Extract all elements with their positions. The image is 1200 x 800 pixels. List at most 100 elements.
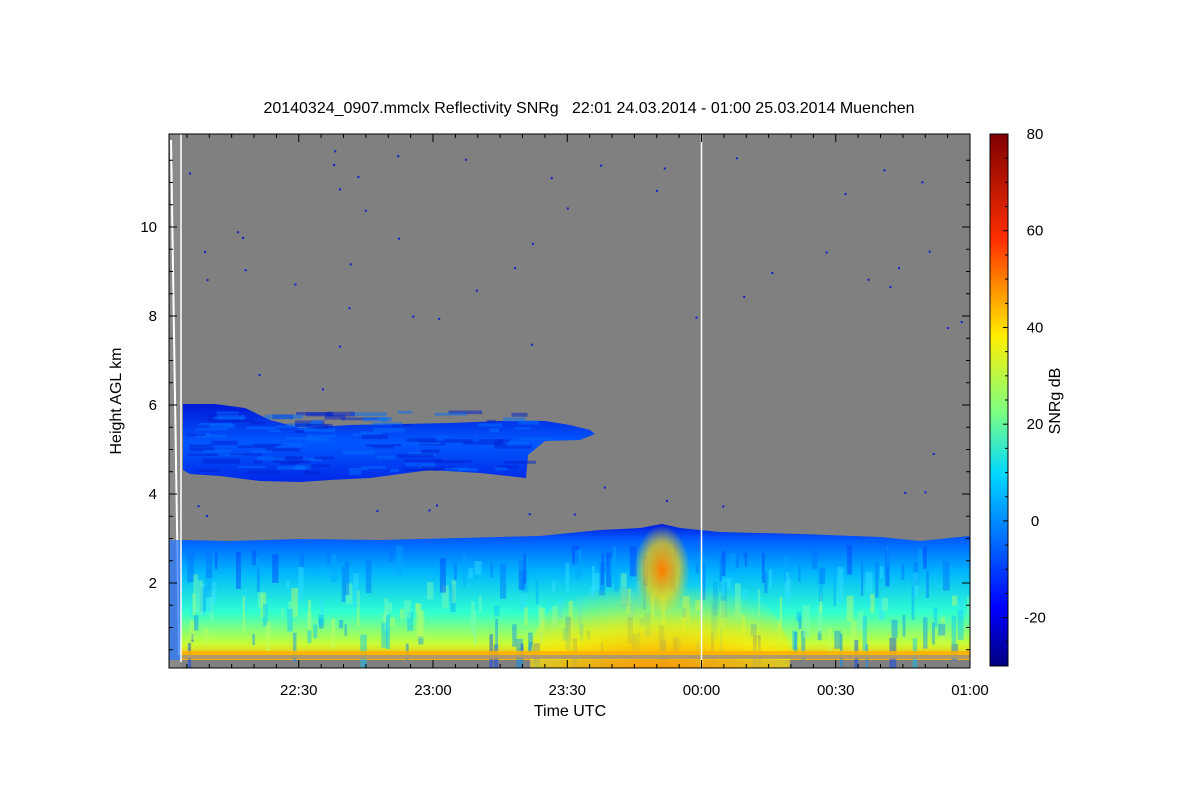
echo-streak (474, 561, 482, 575)
echo-streak (538, 607, 545, 633)
echo-streak (313, 624, 318, 639)
echo-streak (803, 605, 810, 638)
noise-speckle (825, 251, 828, 254)
noise-speckle (531, 343, 534, 346)
noise-speckle (663, 167, 666, 170)
y-tick-label: 4 (149, 486, 157, 503)
echo-streak (869, 593, 875, 613)
echo-streak (784, 579, 791, 596)
echo-streak (885, 548, 890, 587)
echo-streak (365, 559, 372, 594)
noise-speckle (665, 499, 668, 502)
echo-streak (958, 599, 964, 618)
noise-speckle (600, 164, 603, 167)
echo-streak (385, 614, 391, 650)
echo-streak (327, 551, 330, 565)
echo-streak (356, 590, 360, 627)
cloud-streak (238, 445, 276, 449)
cloud-streak (267, 429, 281, 432)
noise-speckle (566, 207, 569, 210)
colorbar-tick-label: 20 (1027, 416, 1044, 433)
echo-streak (209, 590, 214, 623)
noise-speckle (550, 177, 553, 180)
cloud-streak (372, 445, 394, 449)
echo-streak (875, 562, 879, 598)
cloud-streak (306, 434, 337, 438)
echo-streak (846, 545, 853, 575)
echo-streak (198, 580, 203, 615)
noise-speckle (397, 237, 400, 240)
cloud-streak (198, 469, 222, 472)
strong-echo-core (530, 565, 790, 668)
echo-streak (819, 567, 826, 585)
noise-speckle (206, 279, 209, 282)
echo-streak (783, 556, 789, 583)
noise-speckle (428, 509, 431, 512)
echo-streak (572, 545, 579, 565)
cloud-streak (418, 462, 436, 468)
noise-speckle (397, 155, 400, 158)
echo-streak (861, 561, 864, 596)
noise-speckle (464, 158, 467, 161)
noise-speckle (921, 181, 924, 184)
cloud-streak (405, 462, 418, 467)
cloud-streak (295, 423, 333, 427)
echo-streak (381, 622, 388, 648)
echo-streak (187, 553, 194, 583)
echo-streak (719, 562, 722, 589)
echo-streak (551, 580, 556, 592)
noise-speckle (438, 317, 441, 320)
noise-speckle (205, 515, 208, 518)
cloud-streak (504, 460, 537, 464)
echo-streak (192, 593, 196, 616)
echo-streak (902, 615, 906, 637)
noise-speckle (475, 289, 478, 292)
cloud-streak (195, 428, 229, 431)
cloud-streak (489, 427, 500, 433)
echo-streak (957, 610, 964, 640)
echo-streak (913, 561, 919, 586)
cloud-streak (433, 435, 450, 438)
cloud-streak (207, 417, 241, 423)
cloud-streak (507, 441, 530, 446)
cloud-streak (253, 460, 262, 464)
echo-streak (785, 572, 790, 605)
echo-streak (952, 595, 958, 606)
echo-streak (389, 617, 395, 627)
cloud-streak (360, 431, 382, 435)
cloud-streak (276, 425, 313, 428)
echo-streak (901, 564, 905, 580)
echo-streak (705, 558, 708, 570)
noise-speckle (528, 513, 531, 516)
echo-streak (494, 605, 500, 617)
echo-streak (601, 548, 606, 574)
noise-speckle (189, 172, 192, 175)
echo-streak (205, 570, 213, 597)
echo-streak (518, 560, 525, 591)
cloud-streak (324, 414, 346, 420)
cloud-streak (373, 427, 406, 433)
noise-speckle (655, 189, 658, 192)
cloud-streak (365, 444, 391, 447)
cloud-streak (477, 423, 503, 427)
cloud-streak (198, 423, 233, 426)
echo-streak (966, 596, 970, 619)
noise-speckle (242, 236, 245, 239)
echo-streak (193, 574, 199, 612)
noise-speckle (889, 286, 892, 289)
noise-speckle (334, 150, 337, 153)
cloud-streak (246, 426, 277, 430)
echo-streak (862, 616, 867, 652)
cloud-streak (246, 470, 281, 474)
cloud-streak (348, 468, 368, 471)
echo-streak (879, 599, 885, 621)
echo-streak (288, 601, 292, 626)
cloud-streak (311, 419, 323, 424)
noise-speckle (294, 283, 297, 286)
echo-streak (266, 622, 271, 651)
cloud-streak (390, 468, 399, 473)
cloud-streak (280, 462, 300, 465)
echo-streak (523, 554, 527, 584)
echo-streak (396, 546, 403, 576)
echo-streak (211, 582, 217, 605)
